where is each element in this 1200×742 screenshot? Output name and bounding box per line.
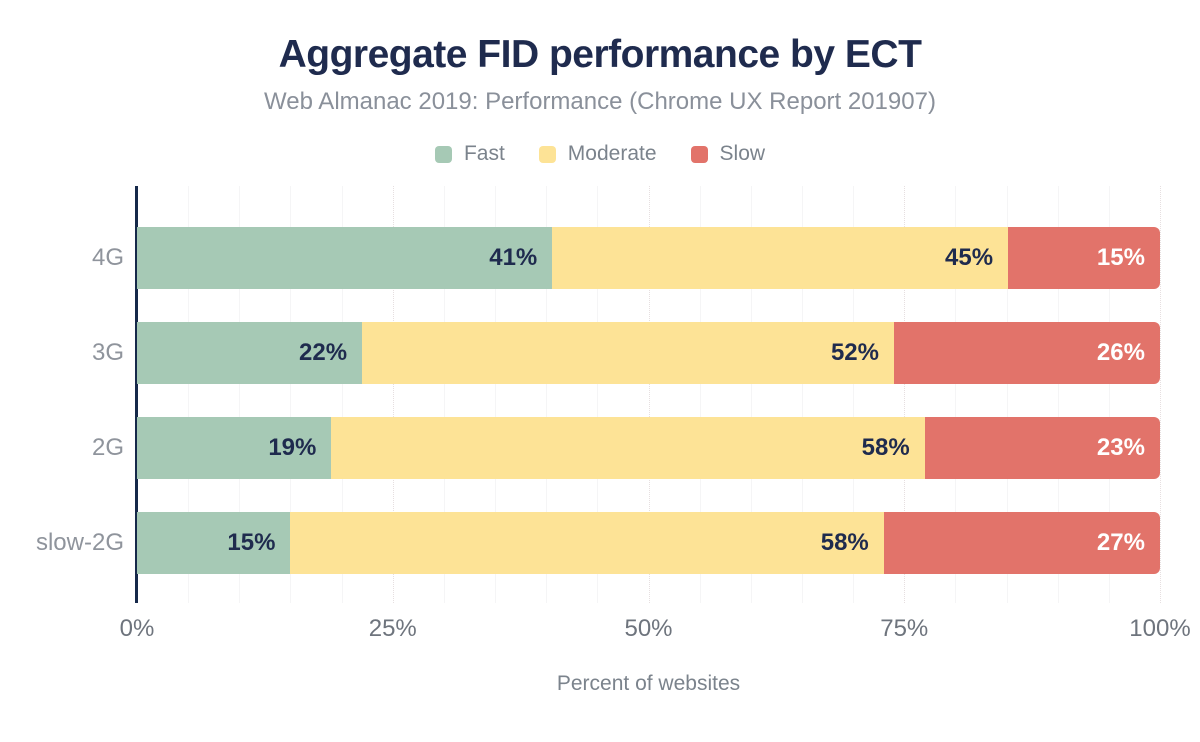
x-tick-75: 75% <box>880 615 929 642</box>
data-label: 41% <box>489 244 538 271</box>
gridline-20 <box>341 186 343 603</box>
x-tick-25: 25% <box>368 615 417 642</box>
data-label: 22% <box>299 339 348 366</box>
legend-swatch-icon <box>690 145 708 163</box>
bar-segment-slow[interactable]: 23% <box>924 417 1160 479</box>
bar-track: 41% 45% 15% <box>137 227 1160 289</box>
gridline-25 <box>392 186 394 603</box>
gridline-95 <box>1108 186 1110 603</box>
bar-row-4G: 4G 41% 45% 15% <box>92 227 1160 289</box>
legend-swatch-icon <box>434 145 452 163</box>
gridline-80 <box>955 186 957 603</box>
data-label: 23% <box>1096 434 1145 461</box>
gridline-10 <box>239 186 241 603</box>
data-label: 27% <box>1096 529 1145 556</box>
gridline-35 <box>495 186 497 603</box>
category-label: 2G <box>91 434 124 461</box>
category-label: slow-2G <box>35 529 124 556</box>
x-tick-50: 50% <box>624 615 673 642</box>
data-label: 58% <box>820 529 869 556</box>
bar-row-2G: 2G 19% 58% 23% <box>92 417 1160 479</box>
data-label: 19% <box>268 434 317 461</box>
data-label: 52% <box>830 339 879 366</box>
gridline-50 <box>648 186 650 603</box>
x-tick-0: 0% <box>119 615 155 642</box>
gridline-15 <box>290 186 292 603</box>
legend-item-fast[interactable]: Fast <box>434 142 505 166</box>
bar-segment-moderate[interactable]: 58% <box>290 512 884 574</box>
legend-item-slow[interactable]: Slow <box>690 142 766 166</box>
gridline-65 <box>801 186 803 603</box>
bar-track: 19% 58% 23% <box>137 417 1160 479</box>
gridline-75 <box>904 186 906 603</box>
bar-segment-slow[interactable]: 15% <box>1008 227 1160 289</box>
gridline-30 <box>443 186 445 603</box>
legend-item-moderate[interactable]: Moderate <box>538 142 657 166</box>
gridline-60 <box>750 186 752 603</box>
legend-swatch-icon <box>538 145 556 163</box>
legend: Fast Moderate Slow <box>0 142 1200 166</box>
bar-segment-fast[interactable]: 41% <box>137 227 553 289</box>
data-label: 15% <box>1096 244 1145 271</box>
bar-segment-moderate[interactable]: 58% <box>331 417 925 479</box>
gridline-45 <box>597 186 599 603</box>
chart-title: Aggregate FID performance by ECT <box>278 33 922 76</box>
plot-area: 4G 41% 45% 15% 3G 22% 52% 26% 2G 19% 58% 23% slow-2G… <box>36 186 1191 642</box>
x-axis-title: Percent of websites <box>556 672 741 695</box>
gridline-70 <box>853 186 855 603</box>
category-label: 3G <box>91 339 124 366</box>
bar-segment-slow[interactable]: 26% <box>894 322 1160 384</box>
gridline-90 <box>1057 186 1059 603</box>
bar-segment-fast[interactable]: 15% <box>137 512 291 574</box>
data-label: 15% <box>227 529 276 556</box>
data-label: 58% <box>861 434 910 461</box>
bar-row-slow-2G: slow-2G 15% 58% 27% <box>36 512 1160 574</box>
bar-track: 22% 52% 26% <box>137 322 1160 384</box>
x-tick-100: 100% <box>1129 615 1191 642</box>
gridline-100 <box>1160 186 1161 603</box>
chart-subtitle: Web Almanac 2019: Performance (Chrome UX… <box>264 88 936 115</box>
bar-segment-fast[interactable]: 19% <box>137 417 332 479</box>
gridline-85 <box>1006 186 1008 603</box>
bar-track: 15% 58% 27% <box>137 512 1160 574</box>
y-axis-line <box>135 186 138 603</box>
legend-item-label: Fast <box>463 142 505 165</box>
bar-segment-moderate[interactable]: 45% <box>552 227 1009 289</box>
bar-segment-slow[interactable]: 27% <box>883 512 1160 574</box>
gridline-55 <box>699 186 701 603</box>
gridline-5 <box>188 186 190 603</box>
gridline-40 <box>546 186 548 603</box>
bar-segment-moderate[interactable]: 52% <box>362 322 894 384</box>
legend-item-label: Moderate <box>567 142 657 165</box>
category-label: 4G <box>91 244 124 271</box>
bar-segment-fast[interactable]: 22% <box>137 322 363 384</box>
data-label: 45% <box>945 244 994 271</box>
data-label: 26% <box>1096 339 1145 366</box>
bar-row-3G: 3G 22% 52% 26% <box>92 322 1160 384</box>
x-axis-ticks: 0% 25% 50% 75% 100% <box>120 615 1191 645</box>
legend-item-label: Slow <box>719 142 766 165</box>
